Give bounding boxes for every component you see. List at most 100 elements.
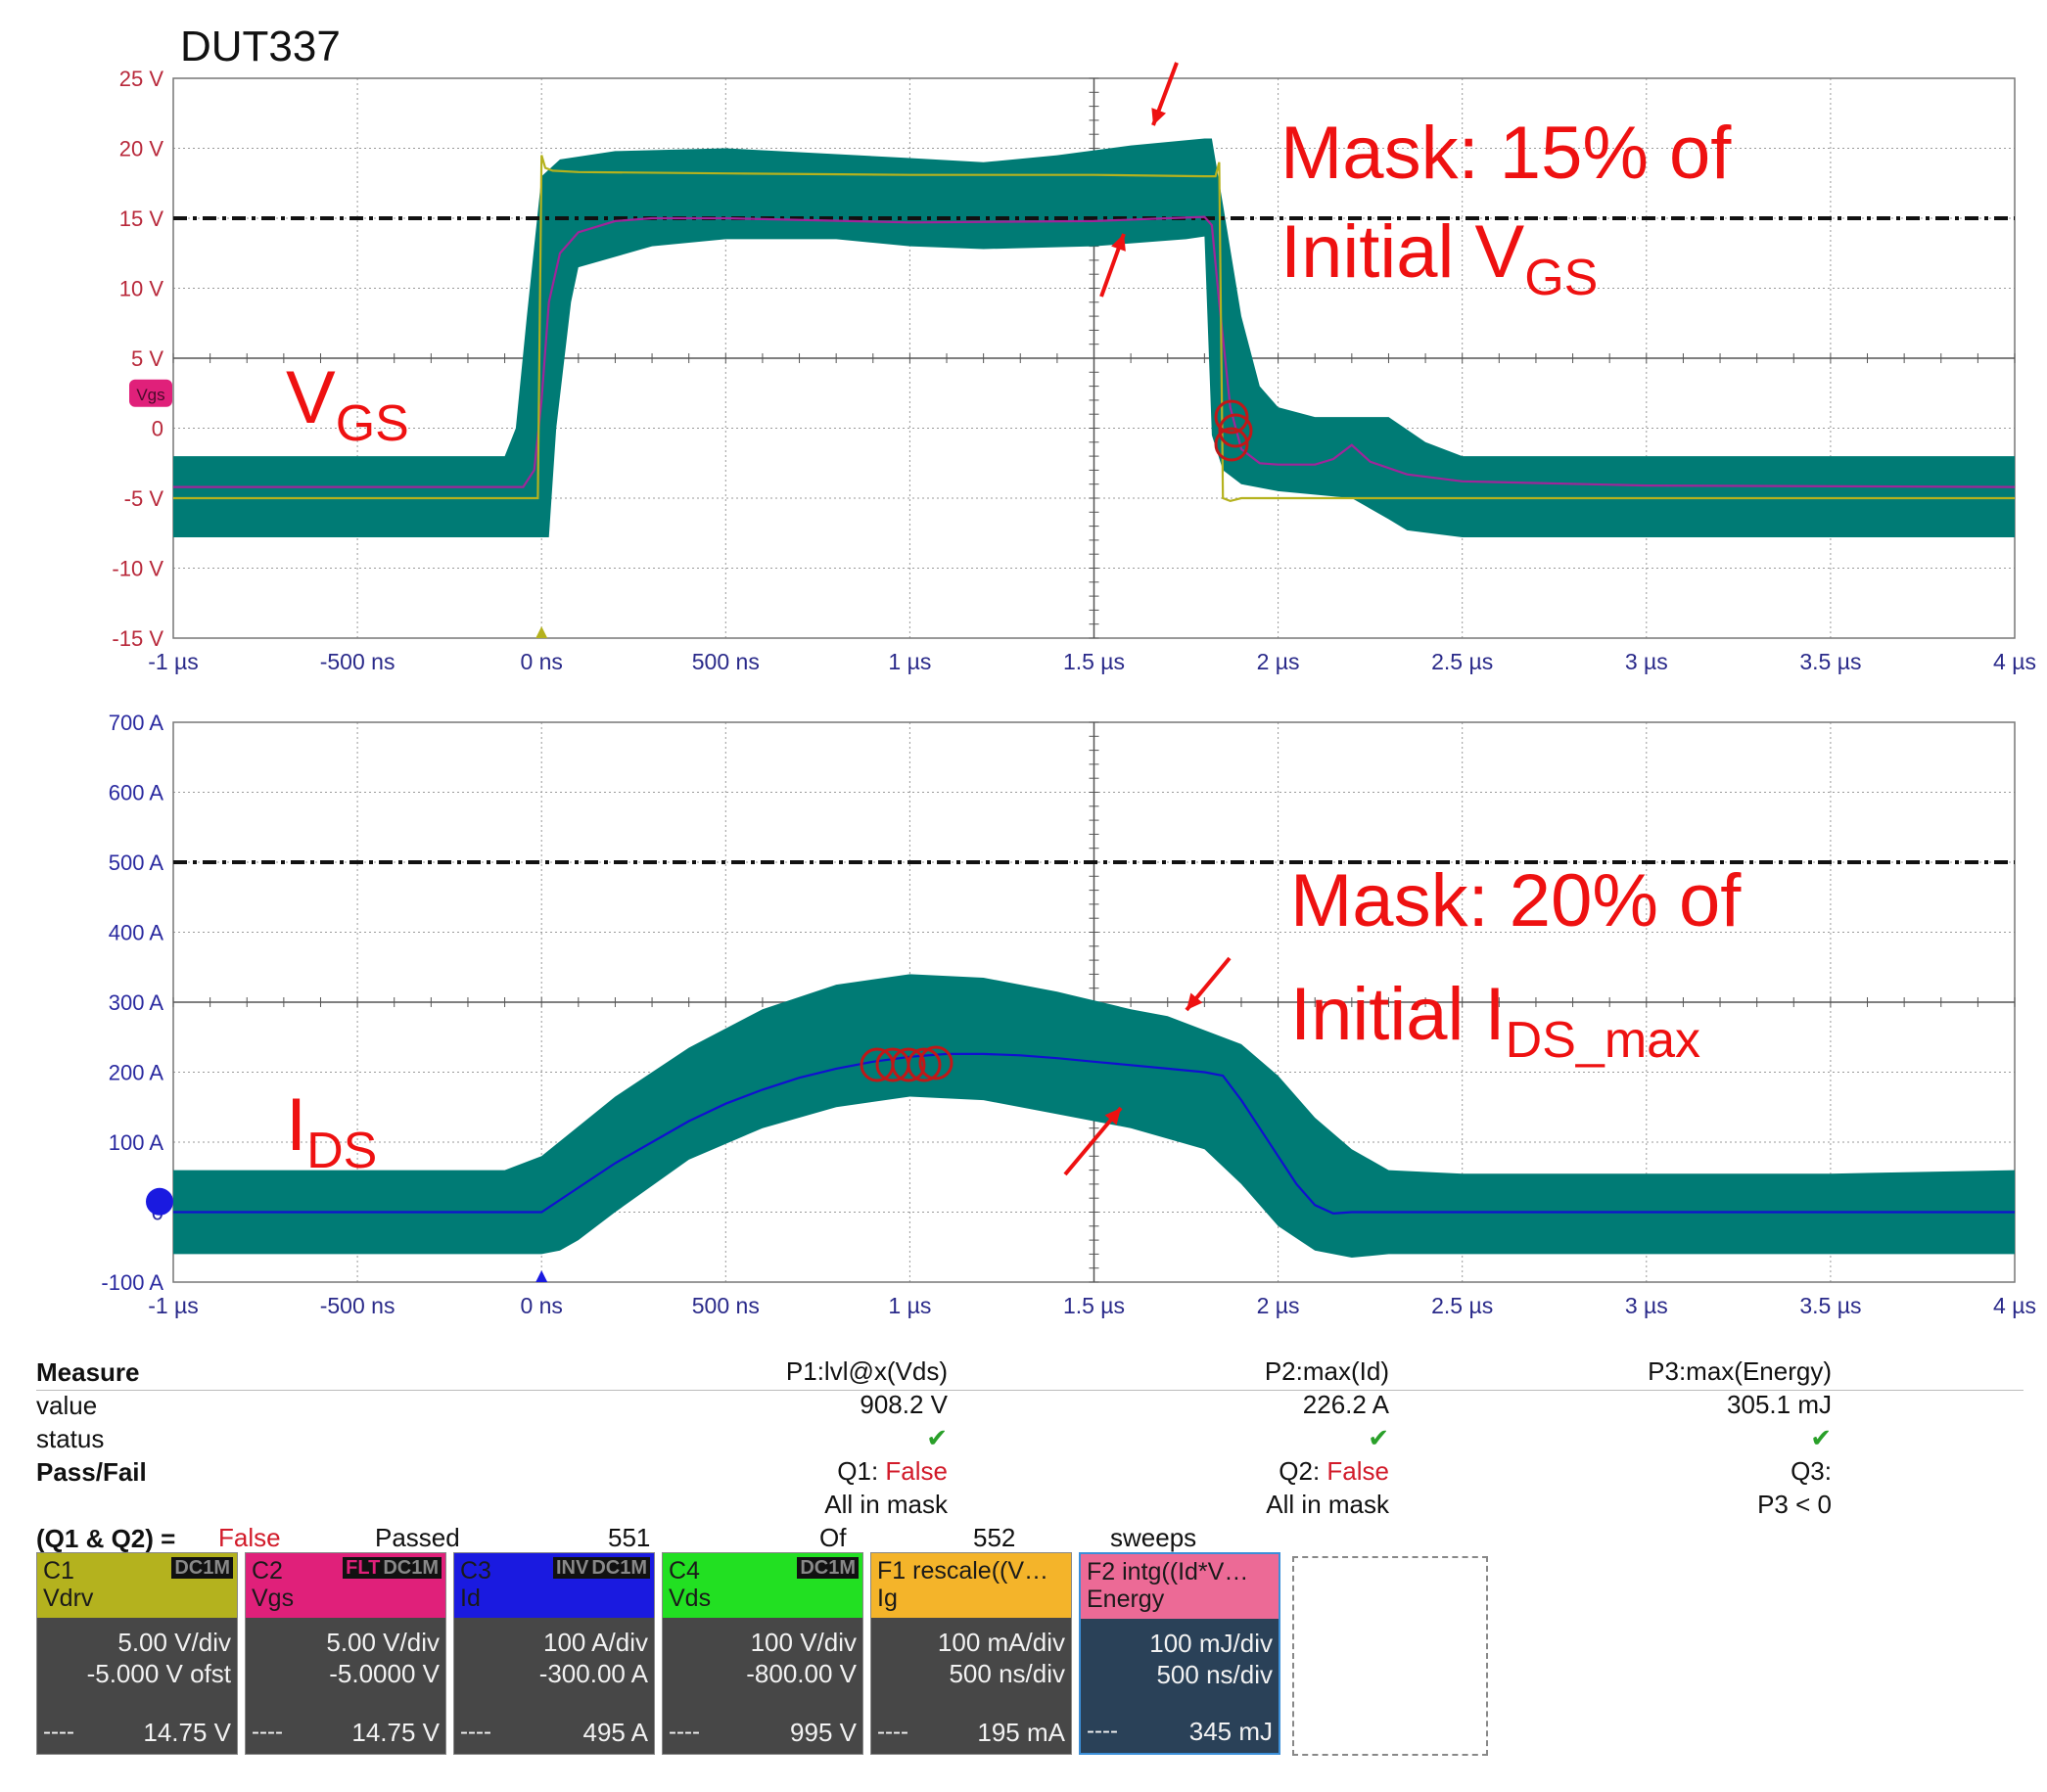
channel-descriptor-f2[interactable]: F2 intg((Id*V… Energy 100 mJ/div 500 ns/div… — [1079, 1552, 1280, 1755]
p3-value: 305.1 mJ — [1727, 1390, 1832, 1419]
trace-label: VGS — [286, 356, 409, 452]
arrowhead-icon — [1111, 234, 1126, 252]
channel-header[interactable]: C2 Vgs FLT DC1M — [246, 1553, 445, 1618]
x-tick-label: -500 ns — [320, 649, 395, 674]
channel-offset: 500 ns/div — [949, 1659, 1065, 1688]
x-tick-label: 3 µs — [1625, 649, 1668, 674]
p1-name: P1:lvl@x(Vds) — [785, 1356, 948, 1386]
channel-label: Vgs — [252, 1585, 295, 1612]
chart-title: DUT337 — [180, 23, 341, 70]
p2-status-check-icon: ✔ — [1368, 1423, 1389, 1452]
channel-dash: ---- — [43, 1719, 74, 1745]
x-tick-label: 500 ns — [692, 649, 760, 674]
x-tick-label: 0 ns — [520, 649, 562, 674]
q1-note: All in mask — [824, 1490, 948, 1519]
summary-sweeps: sweeps — [1110, 1523, 1197, 1552]
q2-note: All in mask — [1266, 1490, 1389, 1519]
channel-descriptor-c4[interactable]: C4 Vds DC1M 100 V/div -800.00 V ---- 995 V — [662, 1552, 863, 1755]
y-tick-label: -100 A — [101, 1270, 163, 1295]
channel-offset: 500 ns/div — [1156, 1660, 1273, 1689]
scope-plots: DUT337 25 V 20 V 15 V 10 V 5 V 0 -5 V -10 V -15 … — [101, 23, 2036, 1318]
y-tick-label: 300 A — [109, 990, 164, 1015]
channel-header[interactable]: C4 Vds DC1M — [663, 1553, 862, 1618]
x-tick-label: 2.5 µs — [1431, 1293, 1493, 1318]
arrowhead-icon — [1151, 108, 1167, 125]
measure-row-status: status — [36, 1424, 105, 1453]
channel-dash: ---- — [460, 1719, 491, 1745]
q3-note: P3 < 0 — [1757, 1490, 1832, 1519]
channel-id: C1 — [43, 1557, 74, 1585]
channel-label: Id — [460, 1585, 481, 1612]
p3-name: P3:max(Energy) — [1648, 1356, 1832, 1386]
trace-id — [173, 1052, 2015, 1216]
mask-band — [173, 974, 2015, 1258]
trace-vgs — [173, 215, 2016, 488]
channel-header[interactable]: C3 Id INV DC1M — [454, 1553, 654, 1618]
channel-header[interactable]: F1 rescale((V… Ig — [871, 1553, 1071, 1618]
trigger-marker-icon — [535, 626, 548, 638]
mask-annotation-line1: Mask: 15% of — [1280, 112, 1732, 195]
channel-scale: 100 V/div — [750, 1628, 857, 1657]
channel-id: F2 intg((Id*V… — [1087, 1558, 1249, 1585]
y-tick-label: 10 V — [119, 277, 164, 301]
channel-descriptor-c2[interactable]: C2 Vgs FLT DC1M 5.00 V/div -5.0000 V ---- 14.75… — [245, 1552, 446, 1755]
channel-label: Ig — [877, 1585, 898, 1612]
y-tick-label: 400 A — [109, 921, 164, 945]
fail-marker-ring — [918, 1045, 954, 1080]
q3-label: Q3: — [1791, 1456, 1832, 1486]
channel-dash: ---- — [877, 1719, 908, 1745]
coupling-badge: DC1M — [171, 1557, 233, 1579]
x-tick-label: -500 ns — [320, 1293, 395, 1318]
x-tick-label: 4 µs — [1993, 1293, 2036, 1318]
empty-descriptor-slot[interactable] — [1292, 1556, 1488, 1756]
measure-row-value: value — [36, 1391, 98, 1420]
coupling-badge: DC1M — [797, 1557, 859, 1579]
trigger-marker-icon — [535, 1270, 548, 1282]
channel-offset: -300.00 A — [538, 1659, 648, 1688]
summary-passed-label: Passed — [375, 1523, 460, 1552]
channel-readout: 14.75 V — [143, 1718, 231, 1747]
x-tick-label: -1 µs — [148, 649, 199, 674]
channel-marker-id — [146, 1187, 173, 1216]
y-tick-label: -10 V — [112, 557, 163, 581]
channel-header[interactable]: C1 Vdrv DC1M — [37, 1553, 237, 1618]
channel-readout: 195 mA — [977, 1718, 1065, 1747]
channel-marker-vgs — [129, 379, 172, 407]
channel-id: C4 — [669, 1557, 700, 1585]
channel-marker-label: Vgs — [136, 386, 164, 404]
channel-id: C2 — [252, 1557, 283, 1585]
x-tick-label: 1 µs — [888, 1293, 931, 1318]
coupling-badge: INV DC1M — [552, 1557, 650, 1579]
channel-scale: 100 A/div — [543, 1628, 648, 1657]
y-tick-label: -15 V — [112, 626, 163, 651]
channel-scale: 5.00 V/div — [117, 1628, 231, 1657]
p2-value: 226.2 A — [1302, 1390, 1389, 1419]
channel-descriptor-f1[interactable]: F1 rescale((V… Ig 100 mA/div 500 ns/div ----… — [870, 1552, 1072, 1755]
y-tick-label: 200 A — [109, 1061, 164, 1085]
x-tick-label: 3 µs — [1625, 1293, 1668, 1318]
x-tick-label: 4 µs — [1993, 649, 2036, 674]
p1-value: 908.2 V — [860, 1390, 948, 1419]
q1-result: Q1: False — [837, 1456, 948, 1486]
channel-readout: 14.75 V — [351, 1718, 440, 1747]
summary-result: False — [218, 1523, 281, 1552]
channel-scale: 100 mJ/div — [1149, 1629, 1273, 1658]
p1-status-check-icon: ✔ — [926, 1423, 948, 1452]
p2-name: P2:max(Id) — [1264, 1356, 1389, 1386]
channel-readout: 995 V — [790, 1718, 857, 1747]
channel-descriptor-c1[interactable]: C1 Vdrv DC1M 5.00 V/div -5.000 V ofst ---- 14.… — [36, 1552, 238, 1755]
x-tick-label: 1 µs — [888, 649, 931, 674]
channel-descriptor-c3[interactable]: C3 Id INV DC1M 100 A/div -300.00 A ---- 495 A — [453, 1552, 655, 1755]
channel-scale: 5.00 V/div — [326, 1628, 440, 1657]
summary-count-passed: 551 — [608, 1523, 651, 1552]
y-tick-label: 500 A — [109, 850, 164, 875]
y-tick-label: -5 V — [124, 486, 164, 511]
x-tick-label: -1 µs — [148, 1293, 199, 1318]
channel-readout: 495 A — [582, 1718, 648, 1747]
channel-id: F1 rescale((V… — [877, 1557, 1049, 1585]
channel-label: Vds — [669, 1585, 712, 1612]
channel-offset: -800.00 V — [746, 1659, 857, 1688]
channel-header[interactable]: F2 intg((Id*V… Energy — [1081, 1554, 1279, 1619]
p3-status-check-icon: ✔ — [1810, 1423, 1832, 1452]
